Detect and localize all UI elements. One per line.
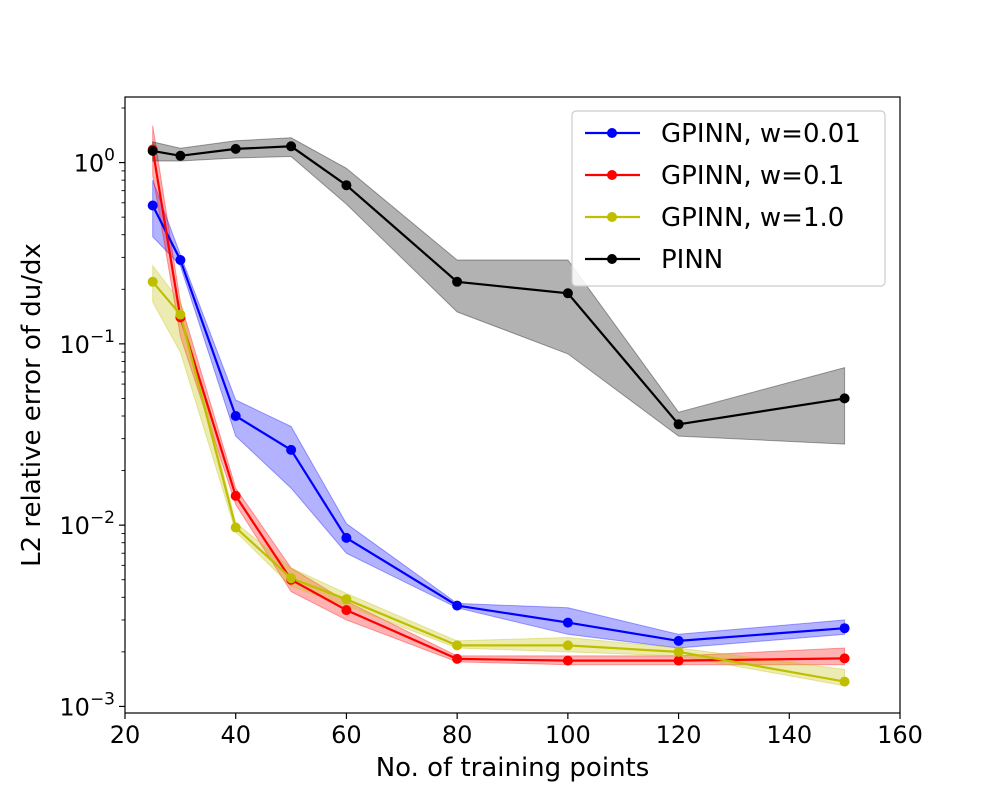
x-axis-ticks: 20 40 60 80 100 120 140 160 bbox=[110, 713, 923, 749]
x-tick-label: 60 bbox=[331, 721, 362, 749]
x-tick-label: 160 bbox=[877, 721, 923, 749]
legend-entry-label: GPINN, w=0.01 bbox=[661, 119, 861, 149]
series-0-point bbox=[286, 444, 297, 455]
legend-box bbox=[571, 110, 886, 287]
series-3-band bbox=[152, 137, 846, 445]
x-tick-label: 100 bbox=[545, 721, 591, 749]
series-2-point bbox=[839, 676, 850, 687]
series-3-point bbox=[341, 180, 352, 191]
x-tick-label: 40 bbox=[220, 721, 251, 749]
series-2-point bbox=[673, 646, 684, 657]
legend-entry-label: GPINN, w=0.1 bbox=[661, 161, 844, 191]
y-tick-label: 10−3 bbox=[59, 689, 115, 721]
series-0-point bbox=[673, 635, 684, 646]
series-0-point bbox=[452, 600, 463, 611]
legend-swatch-marker bbox=[607, 170, 617, 180]
series-1-point bbox=[230, 490, 241, 501]
y-axis-label: L2 relative error of du/dx bbox=[17, 243, 47, 567]
x-tick-label: 20 bbox=[110, 721, 141, 749]
x-tick-label: 80 bbox=[442, 721, 473, 749]
series-3-point bbox=[175, 150, 186, 161]
series-0-point bbox=[341, 532, 352, 543]
series-3-point bbox=[452, 276, 463, 287]
series-1-band bbox=[152, 125, 846, 666]
series-2-point bbox=[147, 276, 158, 287]
series-0-point bbox=[175, 255, 186, 265]
legend-swatch-marker bbox=[607, 254, 617, 264]
legend-entry-label: PINN bbox=[661, 245, 723, 275]
x-tick-label: 140 bbox=[766, 721, 812, 749]
legend-entry-label: GPINN, w=1.0 bbox=[661, 203, 844, 233]
series-3-point bbox=[230, 143, 241, 154]
series-3-point bbox=[286, 141, 297, 152]
series-2-point bbox=[286, 573, 297, 584]
series-1-point bbox=[452, 653, 463, 664]
series-1-point bbox=[839, 653, 850, 664]
series-0-band bbox=[152, 179, 846, 649]
series-1-point bbox=[341, 605, 352, 616]
series-3-point bbox=[839, 393, 850, 404]
series-2-point bbox=[230, 522, 241, 533]
series-0-point bbox=[147, 200, 158, 211]
series-2-point bbox=[562, 640, 573, 651]
series-1-point bbox=[562, 655, 573, 666]
series-3-point bbox=[562, 288, 573, 299]
legend-swatch-marker bbox=[607, 212, 617, 222]
series-3-point bbox=[673, 419, 684, 430]
y-tick-label: 100 bbox=[74, 146, 115, 178]
plot-frame bbox=[124, 96, 901, 714]
series-2-point bbox=[175, 309, 186, 320]
x-axis-label: No. of training points bbox=[376, 753, 650, 783]
series-2-point bbox=[452, 640, 463, 651]
y-tick-label: 10−2 bbox=[59, 508, 115, 540]
y-axis-ticks: 100 10−1 10−2 10−3 bbox=[59, 107, 125, 721]
series-0-point bbox=[839, 623, 850, 634]
legend: GPINN, w=0.01 GPINN, w=0.1 GPINN, w=1.0 PIN… bbox=[571, 110, 886, 287]
series-2-band bbox=[152, 264, 846, 687]
series-3-point bbox=[147, 145, 158, 156]
legend-swatch-marker bbox=[607, 128, 617, 138]
series-2-line bbox=[151, 281, 845, 683]
series-0-point bbox=[230, 411, 241, 421]
series-2-point bbox=[341, 594, 352, 605]
series-1-point bbox=[673, 655, 684, 666]
y-tick-label: 10−1 bbox=[59, 327, 115, 359]
x-tick-label: 120 bbox=[656, 721, 702, 749]
series-0-point bbox=[562, 617, 573, 628]
series-points bbox=[147, 141, 850, 687]
